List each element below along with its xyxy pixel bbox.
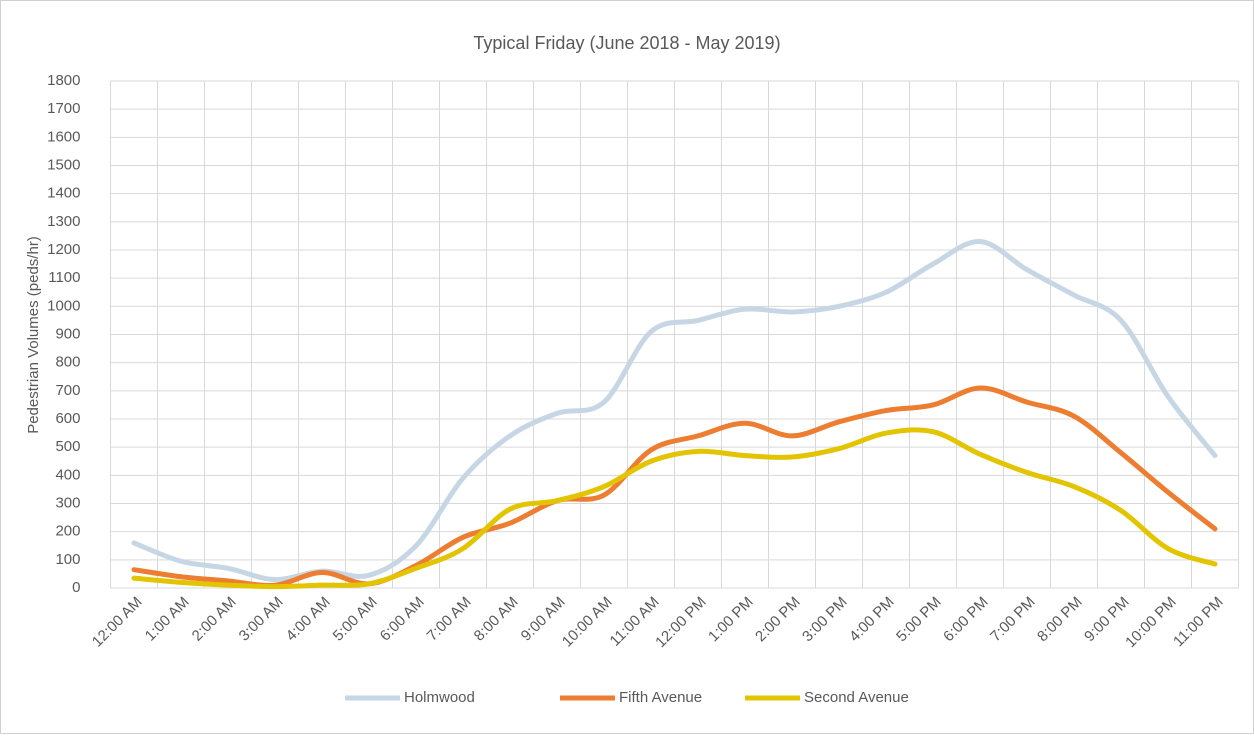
y-tick-label: 1300 [47, 213, 80, 230]
y-tick-label: 700 [55, 382, 80, 399]
y-tick-label: 0 [72, 579, 80, 596]
y-tick-label: 800 [55, 354, 80, 371]
y-tick-label: 100 [55, 551, 80, 568]
y-tick-label: 1600 [47, 128, 80, 145]
y-tick-label: 500 [55, 438, 80, 455]
legend-label: Holmwood [404, 689, 475, 706]
legend-label: Second Avenue [804, 689, 909, 706]
series-line [131, 427, 1218, 590]
y-tick-label: 1100 [48, 269, 80, 286]
y-tick-label: 1200 [47, 241, 80, 258]
legend-label: Fifth Avenue [619, 689, 702, 706]
y-tick-label: 1500 [47, 156, 80, 173]
y-axis-label: Pedestrian Volumes (peds/hr) [25, 236, 42, 434]
y-tick-label: 1800 [47, 72, 80, 89]
y-tick-label: 1400 [47, 185, 80, 202]
series-line [131, 385, 1218, 588]
y-tick-label: 300 [55, 494, 80, 511]
y-tick-label: 600 [55, 410, 80, 427]
y-tick-label: 400 [55, 466, 80, 483]
y-tick-label: 1000 [47, 297, 80, 314]
y-tick-label: 900 [55, 325, 80, 342]
y-tick-label: 200 [55, 523, 80, 540]
y-tick-label: 1700 [47, 100, 80, 117]
chart-title: Typical Friday (June 2018 - May 2019) [473, 33, 780, 53]
